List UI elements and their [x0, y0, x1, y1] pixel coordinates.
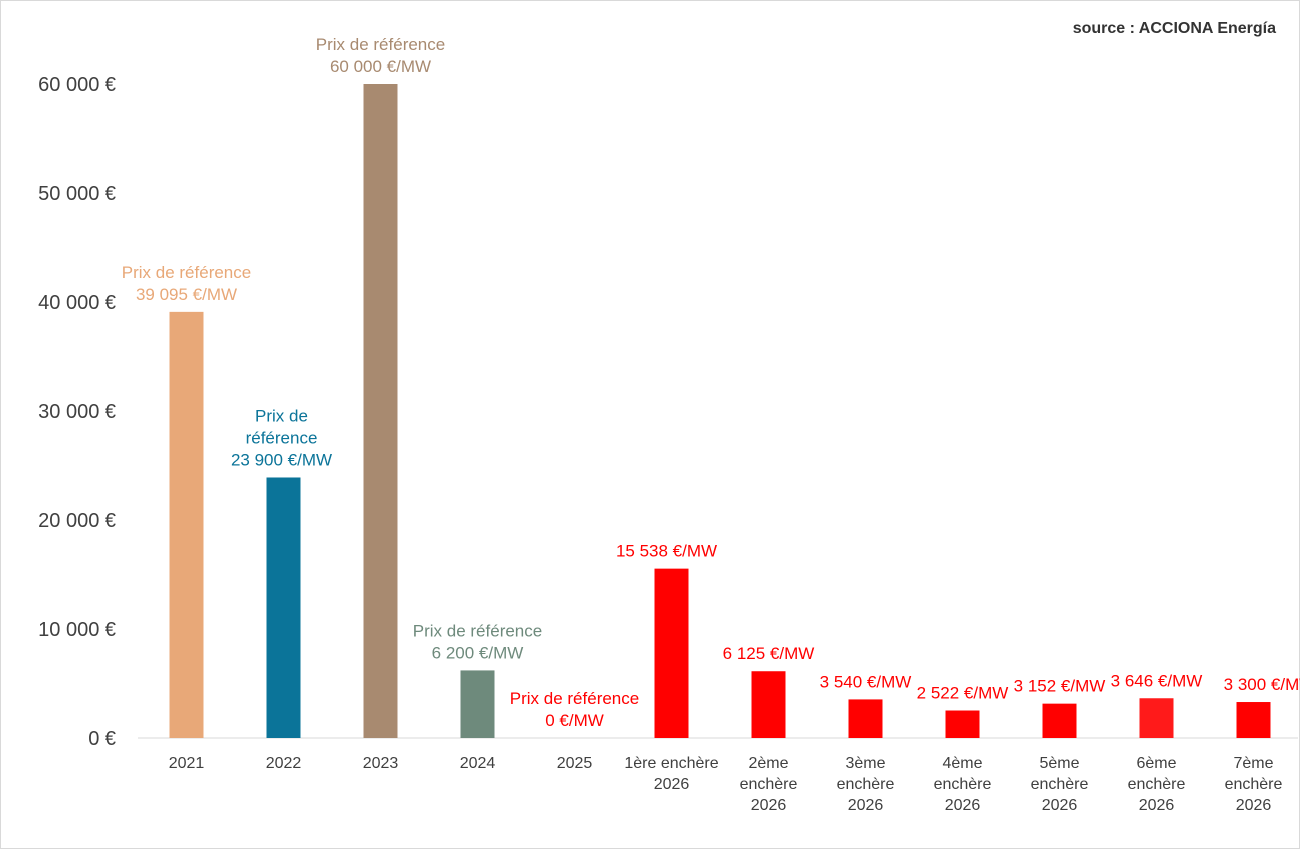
x-tick-label: enchère — [837, 776, 895, 793]
data-label: 6 200 €/MW — [432, 643, 524, 662]
x-tick-label: 2025 — [557, 755, 593, 772]
bar — [1139, 698, 1174, 738]
x-tick-label: enchère — [934, 776, 992, 793]
x-tick-label: 4ème — [942, 755, 982, 772]
data-label: 23 900 €/MW — [231, 450, 332, 469]
x-tick-label: 2026 — [848, 797, 884, 814]
data-labels-group: Prix de référence 39 095 €/MW Prix de référ… — [122, 35, 1300, 730]
bars-group — [169, 84, 1271, 738]
data-label: Prix de — [255, 406, 308, 425]
x-tick-label: 6ème — [1136, 755, 1176, 772]
data-label: Prix de référence — [122, 263, 251, 282]
x-tick-label: enchère — [740, 776, 798, 793]
x-tick-label: 2ème — [748, 755, 788, 772]
bar — [848, 699, 883, 738]
y-tick-label: 50 000 € — [38, 183, 116, 205]
data-label: Prix de référence — [510, 689, 639, 708]
data-label: Prix de référence — [316, 35, 445, 54]
bar — [1042, 703, 1077, 738]
x-tick-label: 2026 — [1236, 797, 1272, 814]
bar — [751, 671, 786, 738]
data-label: 60 000 €/MW — [330, 57, 431, 76]
y-tick-label: 40 000 € — [38, 292, 116, 314]
y-axis: 0 € 10 000 € 20 000 € 30 000 € 40 000 € 50 00… — [38, 74, 116, 750]
bar — [266, 477, 301, 738]
data-label: 39 095 €/MW — [136, 285, 237, 304]
x-tick-label: 5ème — [1039, 755, 1079, 772]
x-tick-label: 7ème — [1233, 755, 1273, 772]
bar — [654, 568, 689, 738]
y-tick-label: 0 € — [88, 728, 116, 750]
data-label: 3 152 €/MW — [1014, 677, 1106, 696]
y-tick-label: 60 000 € — [38, 74, 116, 96]
bar — [460, 670, 495, 738]
y-tick-label: 10 000 € — [38, 619, 116, 641]
x-tick-label: 2026 — [654, 776, 690, 793]
bar — [945, 710, 980, 738]
data-label: 15 538 €/MW — [616, 542, 717, 561]
source-label: source : ACCIONA Energía — [1073, 20, 1276, 37]
x-tick-label: 1ère enchère — [624, 755, 718, 772]
x-tick-label: 2026 — [1139, 797, 1175, 814]
data-label: 3 646 €/MW — [1111, 671, 1203, 690]
x-tick-label: enchère — [1225, 776, 1283, 793]
x-tick-label: 2024 — [460, 755, 496, 772]
y-tick-label: 30 000 € — [38, 401, 116, 423]
x-axis: 2021 2022 2023 2024 2025 1ère enchère 2026 2ème… — [169, 755, 1283, 814]
data-label: 0 €/MW — [545, 711, 604, 730]
x-tick-label: 2021 — [169, 755, 205, 772]
bar — [363, 84, 398, 738]
y-tick-label: 20 000 € — [38, 510, 116, 532]
x-tick-label: 2026 — [945, 797, 981, 814]
x-tick-label: 2026 — [751, 797, 787, 814]
x-tick-label: 2022 — [266, 755, 302, 772]
data-label: 2 522 €/MW — [917, 684, 1009, 703]
data-label: référence — [246, 428, 318, 447]
x-tick-label: 2023 — [363, 755, 399, 772]
bar — [169, 311, 204, 738]
x-tick-label: 3ème — [845, 755, 885, 772]
data-label: Prix de référence — [413, 621, 542, 640]
data-label: 3 540 €/MW — [820, 672, 912, 691]
x-tick-label: enchère — [1031, 776, 1089, 793]
bar — [1236, 702, 1271, 738]
x-tick-label: 2026 — [1042, 797, 1078, 814]
x-tick-label: enchère — [1128, 776, 1186, 793]
data-label: 3 300 €/MW — [1224, 675, 1300, 694]
data-label: 6 125 €/MW — [723, 644, 815, 663]
